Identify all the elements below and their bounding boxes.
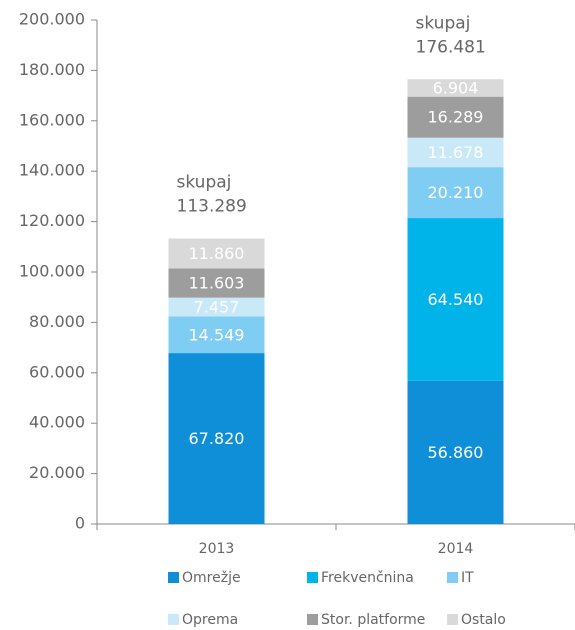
bar-segment: [168, 238, 265, 269]
x-tick-label: 2013: [199, 541, 235, 557]
value-label: 11.860: [189, 244, 245, 263]
y-tick-label: 20.000: [29, 463, 85, 482]
legend-swatch: [447, 614, 458, 625]
bar-segment: [407, 218, 504, 381]
x-tick-label: 2014: [438, 541, 474, 557]
bar-segment: [407, 137, 504, 168]
y-tick-label: 80.000: [29, 312, 85, 331]
y-tick-label: 60.000: [29, 362, 85, 381]
y-tick-label: 100.000: [19, 262, 85, 281]
bar-segment: [168, 268, 265, 298]
value-label: 67.820: [189, 429, 245, 448]
total-label: 176.481: [416, 37, 486, 57]
y-tick-label: 180.000: [19, 60, 85, 79]
bar-segment: [407, 380, 504, 524]
y-tick-label: 120.000: [19, 211, 85, 230]
bar-segment: [407, 167, 504, 219]
value-label: 11.603: [189, 274, 245, 293]
bar-segment: [168, 297, 265, 317]
value-label: 56.860: [428, 443, 484, 462]
legend-swatch: [307, 572, 318, 583]
legend-swatch: [447, 572, 458, 583]
value-label: 16.289: [428, 108, 484, 127]
total-caption: skupaj: [416, 13, 471, 33]
bar-segment: [168, 353, 265, 524]
legend-label: Oprema: [182, 612, 238, 628]
y-tick-label: 200.000: [19, 10, 85, 29]
value-label: 14.549: [189, 325, 245, 344]
legend-swatch: [168, 572, 179, 583]
legend-swatch: [168, 614, 179, 625]
value-label: 7.457: [194, 298, 240, 317]
value-label: 20.210: [428, 183, 484, 202]
total-label: 113.289: [177, 197, 247, 217]
legend-label: Frekvenčnina: [321, 570, 414, 586]
y-tick-label: 0: [75, 514, 85, 533]
legend-label: Ostalo: [461, 612, 506, 628]
total-caption: skupaj: [177, 173, 232, 193]
value-label: 64.540: [428, 290, 484, 309]
legend-label: Omrežje: [182, 570, 241, 586]
y-tick-label: 40.000: [29, 413, 85, 432]
legend-label: IT: [461, 570, 474, 586]
y-tick-label: 140.000: [19, 161, 85, 180]
legend-swatch: [307, 614, 318, 625]
bar-segment: [407, 79, 504, 97]
bar-segment: [168, 316, 265, 354]
legend-label: Stor. platforme: [321, 612, 425, 628]
bar-segment: [407, 96, 504, 138]
y-tick-label: 160.000: [19, 110, 85, 129]
value-label: 6.904: [433, 78, 479, 97]
value-label: 11.678: [428, 143, 484, 162]
